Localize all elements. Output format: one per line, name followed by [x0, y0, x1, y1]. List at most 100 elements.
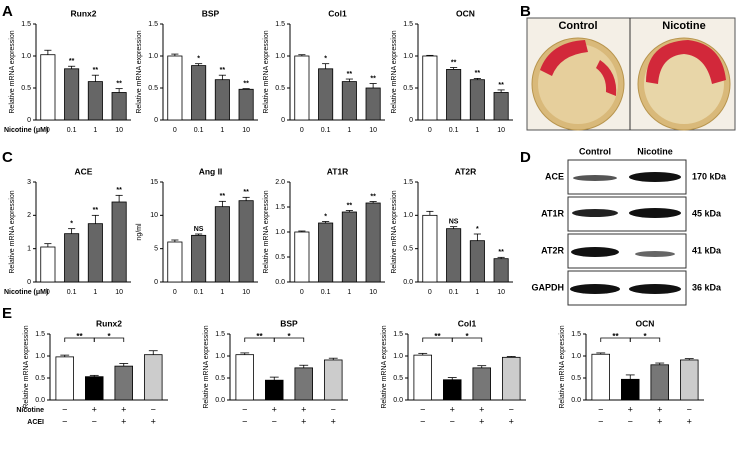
- y-tick-label: 1.0: [403, 212, 413, 219]
- y-tick-label: 0.5: [148, 85, 158, 92]
- bar: [442, 379, 462, 401]
- blot-size-label: 45 kDa: [692, 208, 722, 218]
- y-tick-label: 0.5: [35, 375, 45, 382]
- x-tick-label: 1: [220, 127, 224, 134]
- significance-bracket: [629, 337, 661, 342]
- bar: [469, 79, 485, 121]
- y-tick-label: 2.0: [275, 179, 285, 186]
- bar: [238, 88, 254, 121]
- significance-label: *: [465, 332, 469, 341]
- condition-sign: −: [242, 404, 247, 414]
- bar: [680, 359, 699, 401]
- condition-sign: +: [92, 404, 97, 414]
- bar: [238, 200, 254, 283]
- blot-band: [629, 284, 681, 294]
- bar: [87, 223, 103, 283]
- y-tick-label: 0.5: [275, 85, 285, 92]
- condition-sign: +: [121, 416, 126, 426]
- y-tick-label: 1.5: [21, 21, 31, 28]
- condition-sign: +: [628, 404, 633, 414]
- bar: [422, 55, 438, 121]
- y-axis-label: Relative mRNA expression: [23, 325, 30, 408]
- bar: [87, 81, 103, 121]
- bar: [85, 376, 104, 401]
- bar: [114, 365, 134, 401]
- bar: [40, 54, 56, 121]
- x-tick-label: 0: [173, 127, 177, 134]
- x-tick-label: 0.1: [449, 289, 459, 296]
- bar: [55, 356, 75, 401]
- condition-sign: +: [687, 416, 692, 426]
- significance-label: **: [451, 59, 457, 66]
- y-tick-label: 1.5: [35, 331, 45, 338]
- condition-sign: −: [450, 416, 455, 426]
- blot-column-label: Nicotine: [637, 146, 673, 156]
- y-axis-label: Relative mRNA expression: [391, 190, 398, 273]
- bar: [446, 69, 462, 121]
- bar: [341, 81, 357, 121]
- blot-band: [629, 208, 681, 218]
- condition-sign: −: [331, 404, 336, 414]
- significance-label: *: [70, 221, 73, 228]
- x-tick-label: 0.1: [194, 127, 204, 134]
- chart-title: AT1R: [327, 166, 349, 176]
- chart-title: OCN: [636, 318, 655, 328]
- stain: [596, 60, 617, 96]
- y-tick-label: 0.0: [35, 397, 45, 404]
- y-tick-label: 1.5: [393, 331, 403, 338]
- x-tick-label: 0: [428, 289, 432, 296]
- y-tick-label: 2: [27, 212, 31, 219]
- significance-label: **: [370, 75, 376, 82]
- bar: [167, 241, 183, 283]
- bar: [422, 214, 438, 283]
- significance-bracket: [273, 337, 305, 342]
- condition-sign: +: [450, 404, 455, 414]
- x-axis-label: Nicotine (μM): [4, 127, 48, 134]
- significance-label: **: [220, 67, 226, 74]
- condition-sign: +: [479, 416, 484, 426]
- significance-label: **: [347, 202, 353, 209]
- culture-images: [526, 17, 736, 131]
- x-tick-label: 0: [46, 289, 50, 296]
- panel-label: B: [520, 3, 531, 20]
- x-tick-label: 1: [347, 127, 351, 134]
- x-tick-label: 1: [475, 127, 479, 134]
- bar: [143, 354, 163, 401]
- x-tick-label: 10: [369, 127, 377, 134]
- significance-label: **: [498, 82, 504, 89]
- image-label: Control: [558, 20, 597, 32]
- condition-label: Nicotine: [16, 407, 44, 414]
- chart-title: BSP: [202, 8, 220, 18]
- bar: [318, 68, 334, 121]
- condition-sign: −: [687, 404, 692, 414]
- y-tick-label: 1.5: [571, 331, 581, 338]
- x-tick-label: 1: [93, 289, 97, 296]
- x-tick-label: 0: [428, 127, 432, 134]
- condition-sign: −: [151, 404, 156, 414]
- condition-sign: +: [657, 404, 662, 414]
- y-tick-label: 1.0: [35, 353, 45, 360]
- x-axis-label: Nicotine (μM): [4, 289, 48, 296]
- blot-row-label: AT2R: [541, 245, 564, 255]
- y-tick-label: 0.0: [393, 397, 403, 404]
- condition-sign: −: [242, 416, 247, 426]
- y-axis-label: Relative mRNA expression: [263, 30, 270, 113]
- y-axis-label: Relative mRNA expression: [391, 30, 398, 113]
- bar: [413, 354, 432, 401]
- blot-size-label: 36 kDa: [692, 282, 722, 292]
- condition-sign: −: [420, 404, 425, 414]
- x-tick-label: 0: [46, 127, 50, 134]
- y-tick-label: 3: [27, 179, 31, 186]
- y-tick-label: 0.5: [215, 375, 225, 382]
- y-tick-label: 0.0: [571, 397, 581, 404]
- significance-label: *: [107, 332, 111, 341]
- y-tick-label: 1.5: [215, 331, 225, 338]
- x-tick-label: 10: [369, 289, 377, 296]
- blot-row-label: GAPDH: [531, 282, 564, 292]
- y-tick-label: 0: [154, 279, 158, 286]
- significance-label: **: [256, 332, 263, 341]
- significance-label: *: [643, 332, 647, 341]
- y-tick-label: 0.5: [21, 85, 31, 92]
- y-tick-label: 0.5: [393, 375, 403, 382]
- bar: [591, 353, 611, 401]
